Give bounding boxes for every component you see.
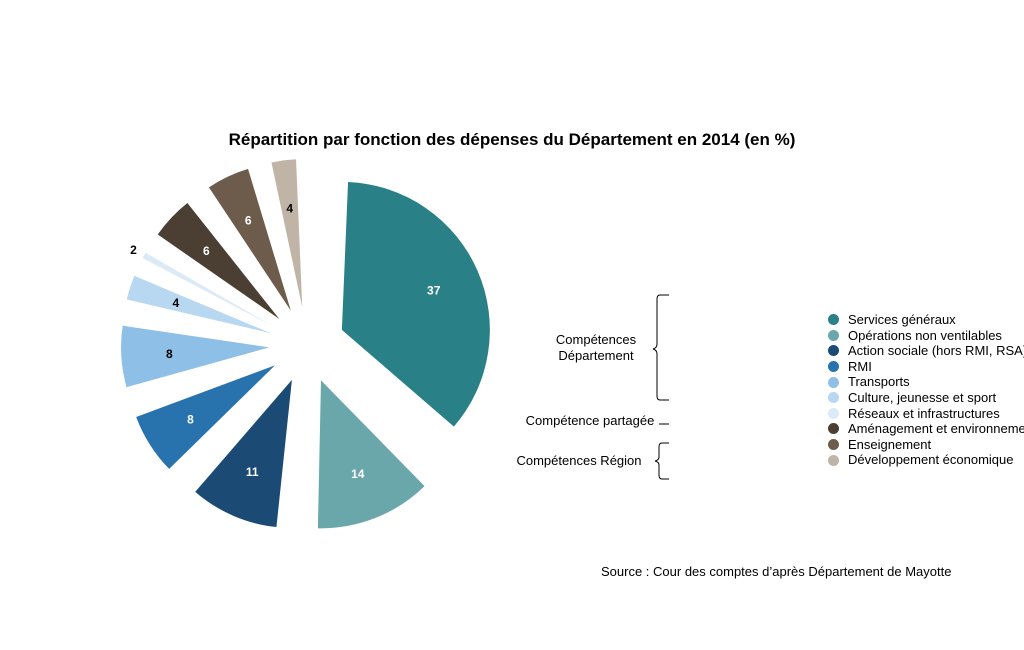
legend-item: Réseaux et infrastructures [828,406,1024,422]
pie-slice-enseignement [208,168,291,311]
slice-value-label: 4 [172,296,179,310]
legend-item: Culture, jeunesse et sport [828,390,1024,406]
legend-label: RMI [848,358,872,374]
legend-label: Enseignement [848,436,932,452]
slice-value-label: 14 [351,467,365,481]
legend-label: Action sociale (hors RMI, RSA) [848,343,1024,359]
legend-item: RMI [828,359,1024,375]
slice-value-label: 8 [187,412,194,426]
legend-swatch [828,407,839,419]
pie-slice-rmi [136,365,275,469]
pie-slice-action-sociale-hors-rmi-rsa [195,379,292,528]
chart-title: Répartition par fonction des dépenses du… [228,130,796,149]
pie-slice-amenagement-et-environnement [157,203,280,319]
pie-slice-developpement-economique [271,159,303,308]
legend-label: Aménagement et environnement [848,421,1024,437]
legend-item: Enseignement [828,437,1024,453]
pie-slice-transports [121,325,270,388]
group-label-line: Compétences [555,332,637,347]
pie-slice-services-generaux [341,182,490,427]
source-note: Source : Cour des comptes d’après Départ… [601,564,952,579]
legend-item: Opérations non ventilables [828,328,1024,344]
bracket-competences-departement [652,294,669,401]
legend-item: Action sociale (hors RMI, RSA) [828,343,1024,359]
legend-swatch [828,423,839,435]
pie-slices [121,159,490,529]
legend-label: Culture, jeunesse et sport [848,389,997,405]
slice-value-label: 2 [130,243,137,257]
bracket-competences-region [654,442,669,480]
chart-legend: Services généraux Opérations non ventilab… [828,312,1024,468]
legend-item: Services généraux [828,312,1024,328]
group-label-line: Département [558,348,634,363]
legend-swatch [828,329,839,341]
slice-value-label: 6 [203,244,210,258]
slice-value-label: 37 [427,284,441,298]
legend-item: Transports [828,374,1024,390]
legend-item: Aménagement et environnement [828,421,1024,437]
legend-label: Développement économique [848,452,1014,468]
group-label-competences-departement: Compétences Département [547,332,645,364]
legend-swatch [828,376,839,388]
pie-slice-operations-non-ventilables [317,380,425,529]
legend-swatch [828,439,839,451]
legend-swatch [828,361,839,373]
pie-value-labels: 37 14 11 8 8 4 2 6 6 4 [130,202,441,481]
slice-value-label: 4 [286,202,293,216]
pie-slice-reseaux-et-infrastructures [142,252,274,327]
legend-item: Développement économique [828,452,1024,468]
legend-swatch [828,345,839,357]
legend-swatch [828,454,839,466]
legend-label: Transports [848,374,910,390]
legend-label: Réseaux et infrastructures [848,405,1000,421]
group-label-competence-partagee: Compétence partagée [525,413,655,428]
legend-swatch [828,392,839,404]
slice-value-label: 6 [245,214,252,228]
slice-value-label: 11 [246,465,259,479]
legend-label: Opérations non ventilables [848,327,1002,343]
group-brackets [652,294,669,480]
slice-value-label: 8 [166,347,173,361]
group-label-competences-region: Compétences Région [516,453,642,468]
legend-swatch [828,314,839,326]
pie-slice-culture-jeunesse-et-sport [126,275,271,334]
legend-label: Services généraux [848,312,956,327]
